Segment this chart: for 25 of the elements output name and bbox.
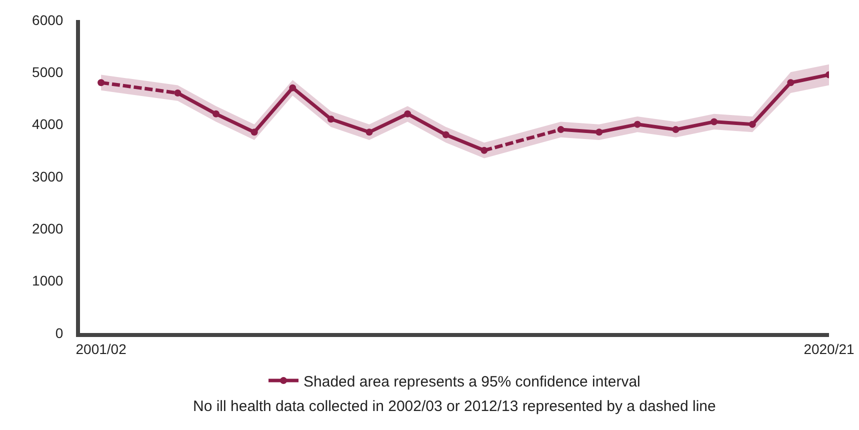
point <box>289 84 296 92</box>
y-tick-label: 3000 <box>32 168 64 184</box>
legend-label: Shaded area represents a 95% confidence interval <box>304 373 640 390</box>
point <box>672 126 680 134</box>
point <box>212 110 220 118</box>
point <box>250 128 258 136</box>
x-tick-label: 2020/21 <box>804 340 855 357</box>
point <box>366 128 373 136</box>
point <box>748 120 756 128</box>
point <box>327 116 334 123</box>
point <box>596 128 603 136</box>
y-tick-label: 0 <box>55 324 64 341</box>
x-tick-label: 2001/02 <box>76 340 127 357</box>
y-tick-label: 4000 <box>32 116 64 132</box>
point <box>442 131 450 138</box>
y-tick-label: 2000 <box>32 220 64 237</box>
y-tick-label: 6000 <box>32 12 64 28</box>
point <box>634 120 641 128</box>
text: No ill health data collected in 2002/03 or 2012/13 represented by a dashed line <box>193 398 716 415</box>
point <box>404 110 412 118</box>
y-tick-label: 1000 <box>32 272 64 289</box>
point <box>710 118 718 126</box>
point <box>174 90 182 97</box>
y-tick-label: 5000 <box>32 64 64 80</box>
point <box>787 79 794 86</box>
